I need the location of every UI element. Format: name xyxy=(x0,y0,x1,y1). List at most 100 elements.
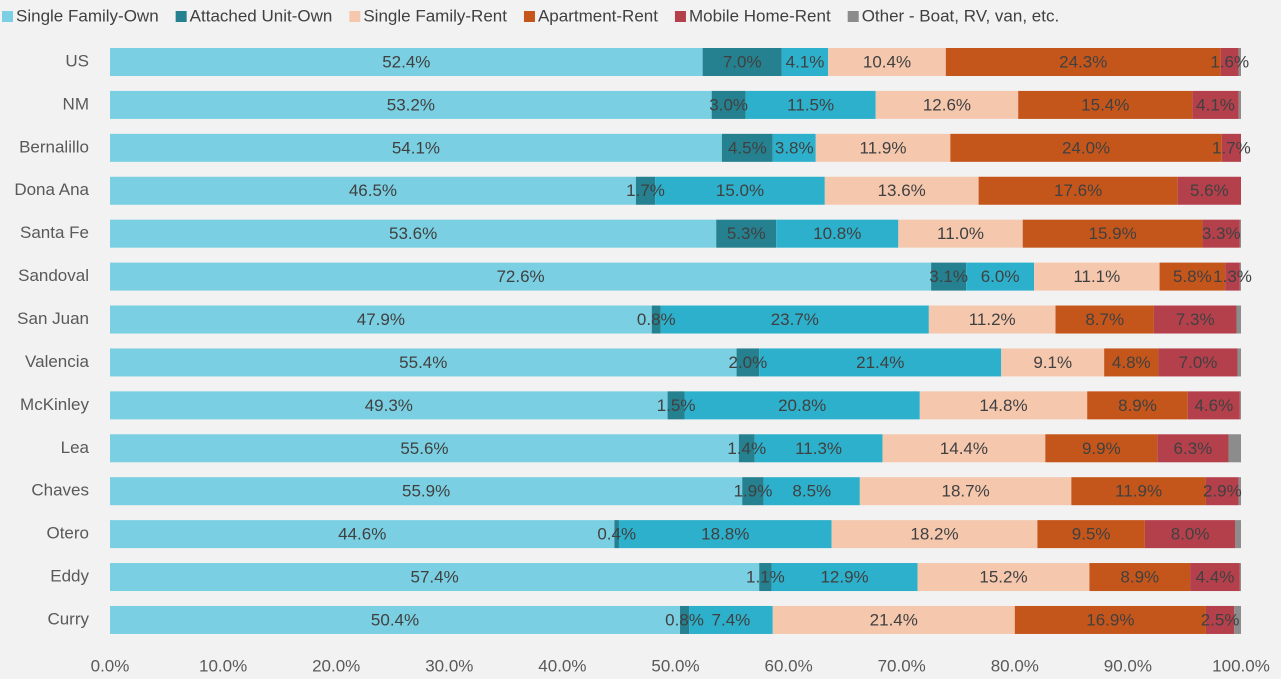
bar-segment xyxy=(742,477,764,506)
bar-segment xyxy=(110,434,739,463)
data-label: 46.5% xyxy=(349,181,397,200)
x-tick-label: 60.0% xyxy=(764,656,812,675)
data-label: 0.8% xyxy=(637,310,676,329)
data-label: 10.4% xyxy=(863,52,911,71)
data-label: 12.9% xyxy=(820,568,868,587)
bar-segment xyxy=(689,605,773,634)
x-tick-label: 50.0% xyxy=(651,656,699,675)
data-label: 8.9% xyxy=(1118,396,1157,415)
legend-swatch xyxy=(674,11,686,22)
data-label: 72.6% xyxy=(496,267,544,286)
data-label: 18.8% xyxy=(701,525,749,544)
y-tick-label: San Juan xyxy=(17,309,89,328)
data-label: 1.7% xyxy=(626,181,665,200)
y-tick-label: Otero xyxy=(46,524,89,543)
data-label: 6.3% xyxy=(1174,439,1213,458)
data-label: 21.4% xyxy=(856,353,904,372)
bar-segment xyxy=(776,219,899,248)
data-label: 0.4% xyxy=(597,525,636,544)
bar-segment xyxy=(1239,563,1241,592)
bar-segment xyxy=(966,262,1035,291)
data-label: 3.8% xyxy=(775,138,814,157)
bar-segment xyxy=(754,434,883,463)
bar-segment xyxy=(1228,434,1241,463)
data-label: 8.7% xyxy=(1085,310,1124,329)
bar-segment xyxy=(931,262,967,291)
bar-segment xyxy=(759,563,772,592)
data-label: 1.5% xyxy=(657,396,696,415)
data-label: 11.5% xyxy=(787,95,834,114)
data-label: 18.7% xyxy=(941,482,989,501)
data-label: 54.1% xyxy=(392,138,440,157)
bar-segment xyxy=(945,48,1221,76)
x-tick-label: 40.0% xyxy=(538,656,586,675)
bar-segment xyxy=(1159,262,1226,291)
data-label: 15.0% xyxy=(716,181,764,200)
data-label: 55.6% xyxy=(400,439,448,458)
bar-segment xyxy=(759,348,1002,377)
data-label: 4.8% xyxy=(1112,353,1151,372)
bar-segment xyxy=(919,391,1088,420)
bar-segment xyxy=(1153,305,1237,334)
data-label: 7.3% xyxy=(1176,310,1215,329)
y-tick-label: Dona Ana xyxy=(14,180,89,199)
bar-segment xyxy=(110,477,743,506)
legend-swatch xyxy=(2,11,13,22)
y-tick-label: Curry xyxy=(47,609,89,628)
data-label: 47.9% xyxy=(357,310,405,329)
bar-segment xyxy=(702,48,782,76)
y-tick-label: Eddy xyxy=(50,567,89,586)
legend-swatch xyxy=(523,11,535,22)
bar-segment xyxy=(917,563,1090,592)
x-tick-label: 90.0% xyxy=(1104,656,1152,675)
data-label: 8.5% xyxy=(792,482,831,501)
bar-segment xyxy=(1234,605,1241,634)
bar-segment xyxy=(110,90,712,119)
data-label: 24.0% xyxy=(1062,138,1110,157)
bar-segment xyxy=(618,520,832,549)
legend-label: Mobile Home-Rent xyxy=(689,6,831,25)
bar-segment xyxy=(635,176,656,205)
bar-segment xyxy=(1001,348,1105,377)
bar-segment xyxy=(1022,219,1203,248)
bar-segment xyxy=(1239,391,1241,420)
bar-segment xyxy=(110,48,703,76)
bar-segment xyxy=(110,305,652,334)
bar-segment xyxy=(660,305,929,334)
bar-segment xyxy=(1205,477,1239,506)
y-tick-label: Sandoval xyxy=(18,266,89,285)
data-label: 4.5% xyxy=(728,138,767,157)
data-label: 4.1% xyxy=(786,52,825,71)
bar-segment xyxy=(1225,262,1240,291)
data-label: 15.9% xyxy=(1089,224,1137,243)
bar-segment xyxy=(110,391,668,420)
bar-segment xyxy=(110,262,932,291)
data-label: 55.4% xyxy=(399,353,447,372)
y-tick-label: Bernalillo xyxy=(19,137,89,156)
bar-segment xyxy=(1158,348,1238,377)
bar-segment xyxy=(859,477,1072,506)
bar-segment xyxy=(1202,219,1240,248)
bar-segment xyxy=(1177,176,1241,205)
y-tick-label: Chaves xyxy=(31,481,89,500)
bar-segment xyxy=(1236,305,1241,334)
bar-segment xyxy=(721,133,773,162)
bar-segment xyxy=(738,434,755,463)
x-tick-label: 80.0% xyxy=(991,656,1039,675)
bar-segment xyxy=(736,348,760,377)
x-tick-label: 10.0% xyxy=(199,656,247,675)
data-label: 11.2% xyxy=(969,310,1016,329)
bar-segment xyxy=(110,133,722,162)
data-label: 2.5% xyxy=(1201,610,1240,629)
bar-segment xyxy=(667,391,685,420)
bar-segment xyxy=(614,520,619,549)
data-label: 5.6% xyxy=(1190,181,1229,200)
x-tick-label: 20.0% xyxy=(312,656,360,675)
data-label: 11.9% xyxy=(1115,482,1162,501)
y-tick-label: US xyxy=(65,51,89,70)
bar-segment xyxy=(831,520,1038,549)
bar-segment xyxy=(1238,477,1241,506)
bar-segment xyxy=(680,605,690,634)
